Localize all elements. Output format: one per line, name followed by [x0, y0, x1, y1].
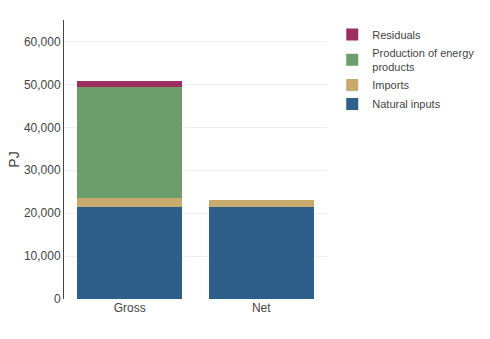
svg-text:Natural inputs: Natural inputs: [372, 98, 440, 110]
svg-text:60,000: 60,000: [24, 35, 61, 49]
svg-text:50,000: 50,000: [24, 78, 61, 92]
svg-text:40,000: 40,000: [24, 121, 61, 135]
svg-text:0: 0: [54, 292, 61, 306]
svg-text:Production of energyproducts: Production of energyproducts: [372, 47, 474, 73]
svg-text:PJ: PJ: [6, 151, 22, 167]
svg-text:Net: Net: [252, 301, 271, 315]
svg-text:30,000: 30,000: [24, 163, 61, 177]
svg-text:Imports: Imports: [372, 79, 409, 91]
svg-text:20,000: 20,000: [24, 206, 61, 220]
svg-text:10,000: 10,000: [24, 249, 61, 263]
svg-text:Residuals: Residuals: [372, 29, 421, 41]
svg-text:Gross: Gross: [114, 301, 146, 315]
